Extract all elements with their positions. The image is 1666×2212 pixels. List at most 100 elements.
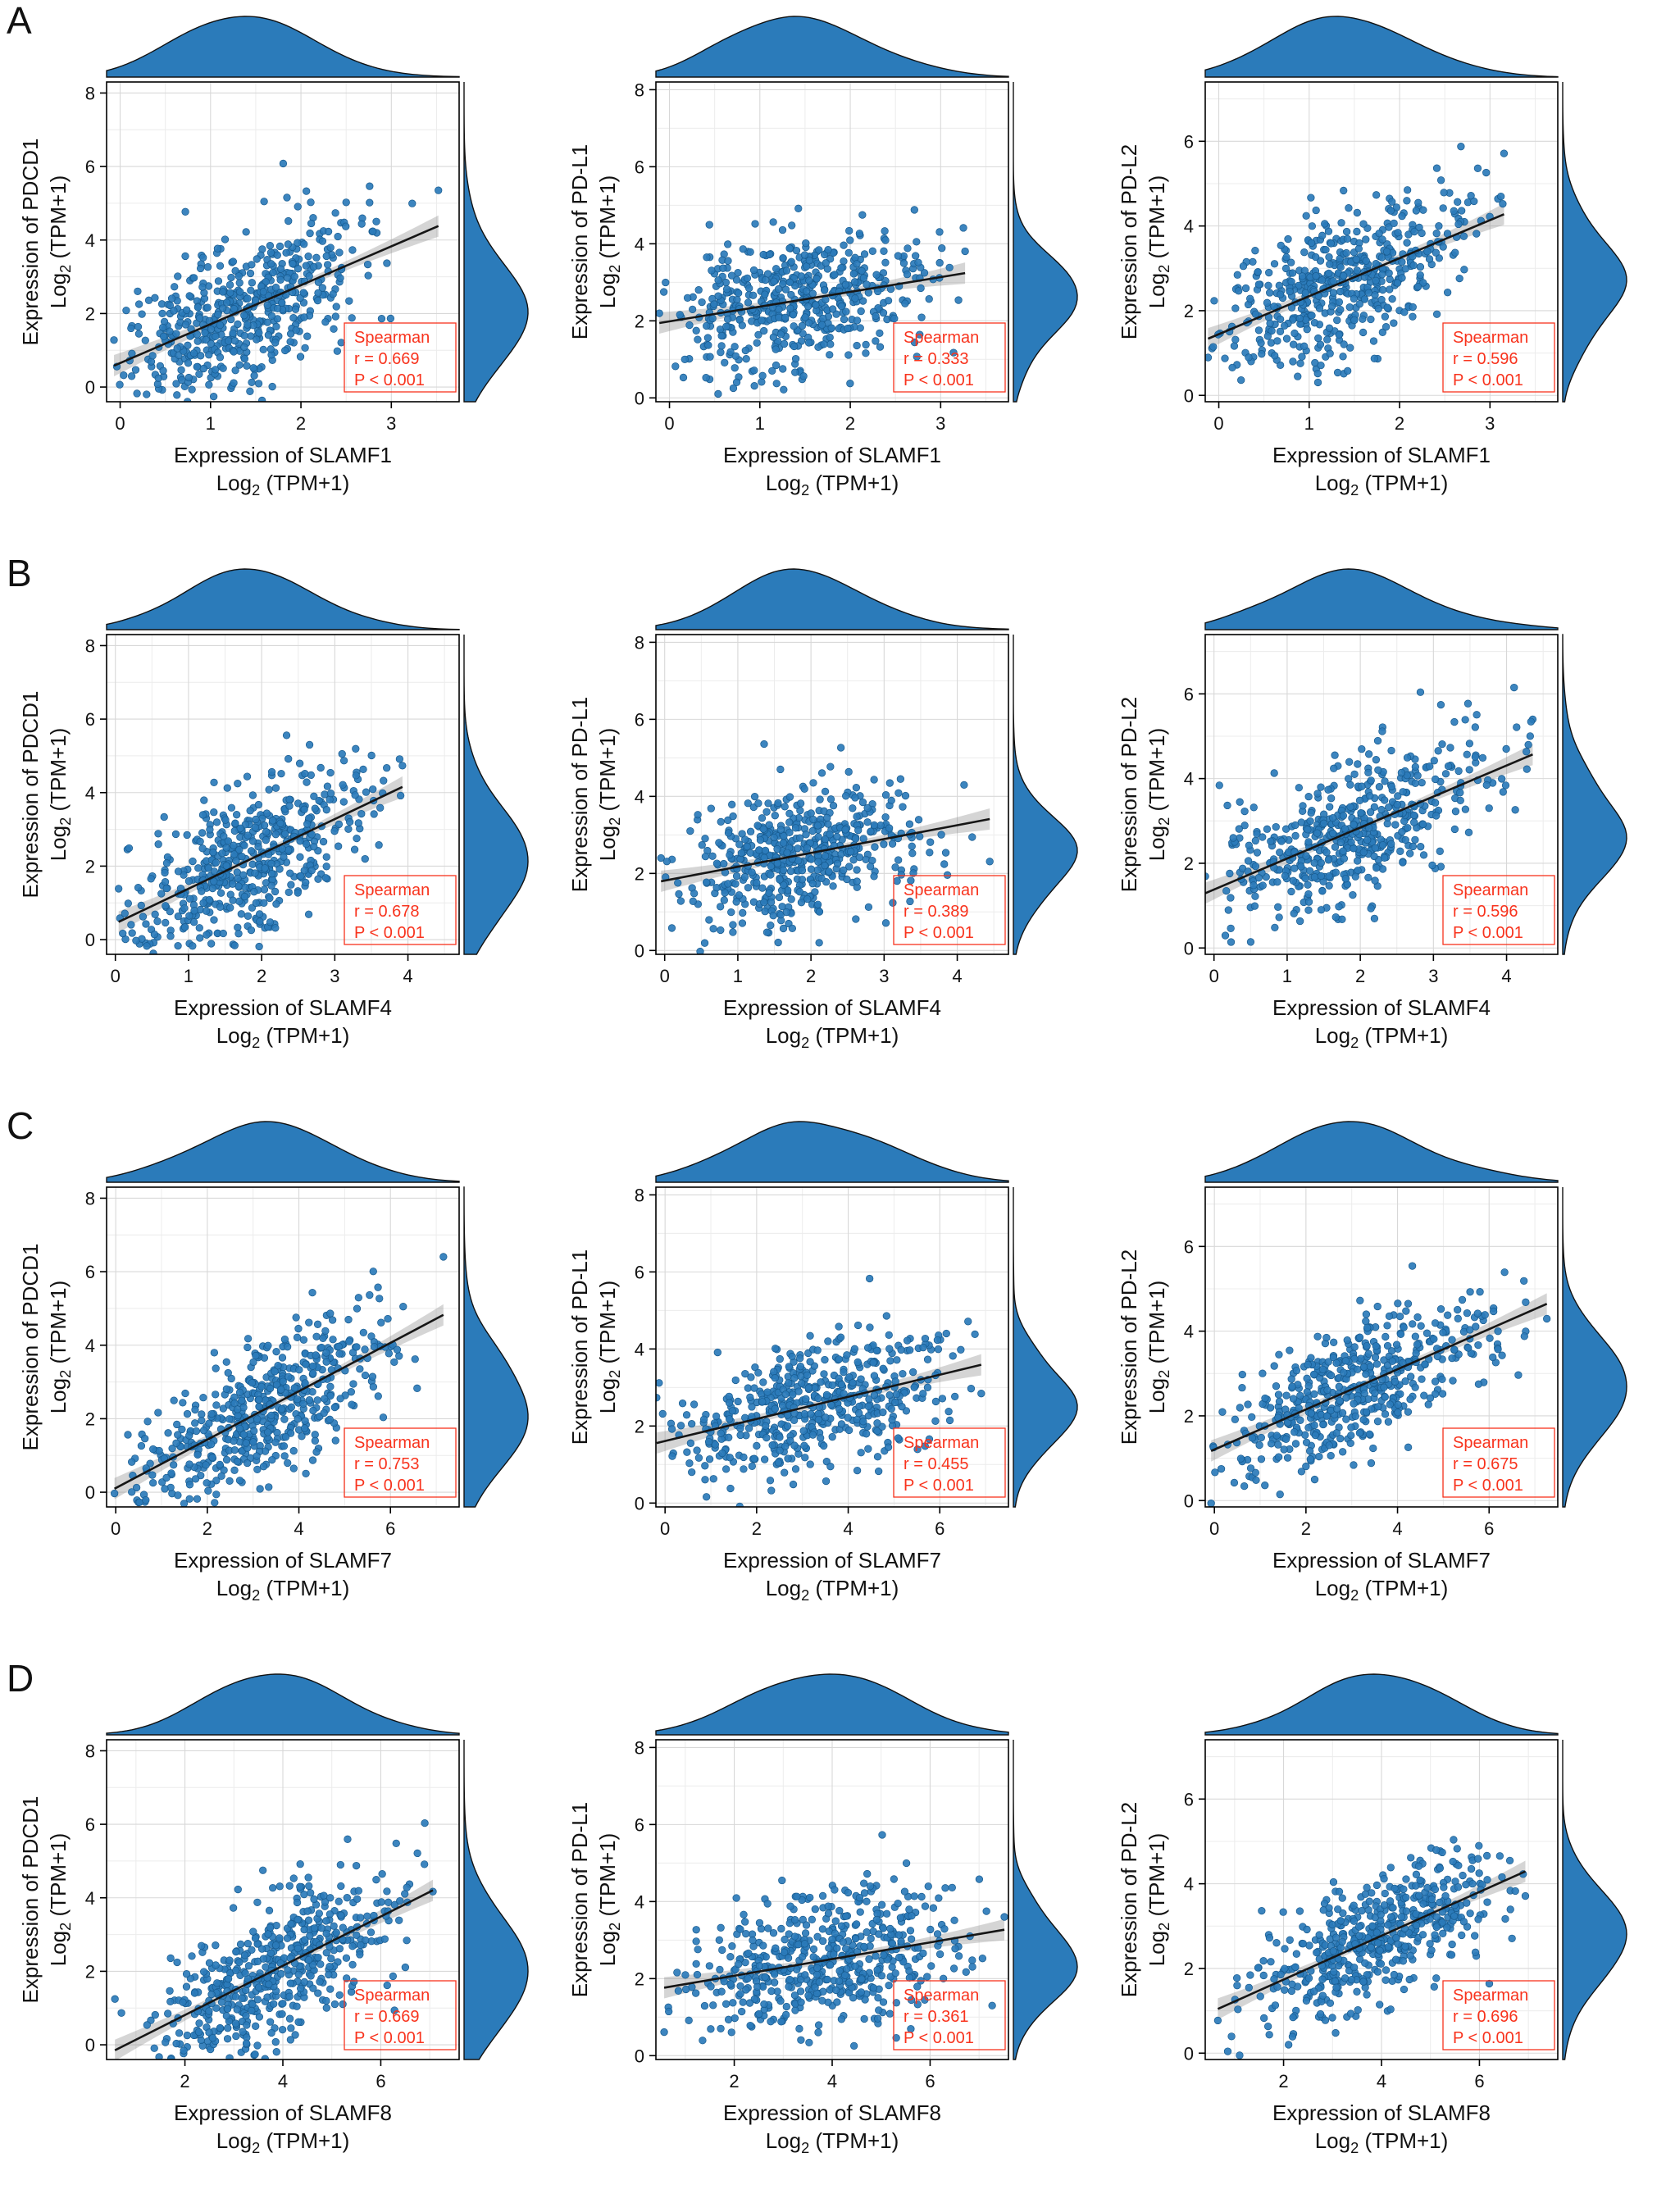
stats-p: P < 0.001: [904, 924, 974, 942]
regression-line: [1210, 1303, 1548, 1452]
y-tick-label: 0: [635, 1493, 644, 1513]
chart-pdcd1-vs-slamf1: Spearman r = 0.669 P < 0.001 0 1 2 3 0 2 4 6 8 Expre…: [10, 0, 559, 551]
y-tick-label: 4: [635, 786, 644, 807]
y-tick-label: 6: [1184, 684, 1194, 704]
scatter-points: [656, 1274, 985, 1507]
plot-border: [1204, 1186, 1559, 1508]
y-tick-label: 2: [1184, 853, 1194, 874]
y-tick-label: 4: [635, 1891, 644, 1912]
stats-method: Spearman: [904, 1434, 979, 1452]
stats-box: [893, 875, 1006, 945]
stats-box: [893, 1427, 1006, 1498]
plot-border: [106, 634, 460, 955]
right-marginal-density: [463, 1186, 529, 1508]
stats-method: Spearman: [354, 881, 430, 899]
plot-border: [1204, 81, 1559, 403]
panel-row-c: C Spearman r = 0.753 P < 0.001 0 2 4 6 0 2 4 6 8 Exp…: [0, 1105, 1666, 1658]
plot-background: [656, 1187, 1008, 1507]
y-tick-label: 4: [1184, 769, 1194, 790]
x-tick-label: 2: [1301, 1518, 1311, 1539]
x-axis-subtitle: Log2 (TPM+1): [766, 1023, 899, 1051]
stats-p: P < 0.001: [1453, 371, 1523, 389]
top-marginal-density: [655, 1121, 1009, 1183]
x-tick-label: 4: [952, 966, 962, 986]
y-tick-label: 8: [85, 1188, 95, 1208]
right-marginal-density: [1013, 1740, 1078, 2060]
chart-pdl1-vs-slamf4: Spearman r = 0.389 P < 0.001 0 1 2 3 4 0 2 4 6 8 Expr…: [559, 553, 1108, 1104]
chart-pdl2-vs-slamf1: Spearman r = 0.596 P < 0.001 0 1 2 3 0 2 4 6 Expres…: [1108, 0, 1658, 551]
x-tick-label: 1: [184, 966, 193, 986]
y-tick-label: 6: [635, 157, 644, 177]
plot-border: [655, 1186, 1009, 1508]
scatter-plot-svg: Spearman r = 0.455 P < 0.001 0 2 4 6 0 2 4 6 8 Expre…: [567, 1121, 1078, 1604]
y-tick-label: 8: [85, 1741, 95, 1761]
chart-pdl1-vs-slamf1: Spearman r = 0.333 P < 0.001 0 1 2 3 0 2 4 6 8 Expre…: [559, 0, 1108, 551]
y-tick-label: 6: [85, 1262, 95, 1282]
stats-method: Spearman: [904, 881, 979, 899]
right-marginal-density: [1013, 82, 1078, 403]
x-tick-label: 6: [1484, 1518, 1494, 1539]
y-tick-label: 0: [1184, 2043, 1194, 2064]
scatter-points: [115, 731, 407, 954]
plot-border: [655, 81, 1009, 403]
panel-label-b: B: [7, 552, 32, 594]
panel-label-d: D: [7, 1657, 34, 1700]
y-axis-title: Expression of PDCD1: [18, 139, 43, 346]
stats-r: r = 0.696: [1453, 2008, 1518, 2026]
panel-row-d: D Spearman r = 0.669 P < 0.001 2 4 6 0 2 4 6 8 Expr…: [0, 1658, 1666, 2210]
stats-box: [344, 322, 457, 393]
x-axis-title: Expression of SLAMF1: [174, 443, 392, 467]
stats-p: P < 0.001: [904, 371, 974, 389]
y-tick-label: 2: [85, 1409, 95, 1429]
x-axis-title: Expression of SLAMF8: [723, 2100, 941, 2125]
right-marginal-density: [463, 82, 529, 403]
x-axis-title: Expression of SLAMF7: [1272, 1548, 1491, 1573]
scatter-plot-svg: Spearman r = 0.669 P < 0.001 0 1 2 3 0 2 4 6 8 Expre…: [18, 16, 529, 498]
x-tick-label: 2: [180, 2071, 189, 2091]
chart-pdl2-vs-slamf4: Spearman r = 0.596 P < 0.001 0 1 2 3 4 0 2 4 6 Expre…: [1108, 553, 1658, 1104]
x-axis-subtitle: Log2 (TPM+1): [766, 2128, 899, 2156]
regression-line: [656, 1363, 982, 1445]
x-tick-label: 1: [755, 413, 765, 434]
top-marginal-density: [1204, 16, 1559, 78]
y-axis-title: Expression of PD-L2: [1117, 1802, 1141, 1997]
stats-r: r = 0.596: [1453, 903, 1518, 921]
y-tick-label: 6: [85, 1814, 95, 1835]
x-tick-label: 0: [1213, 413, 1223, 434]
stats-p: P < 0.001: [1453, 924, 1523, 942]
y-tick-label: 6: [635, 709, 644, 730]
y-axis-subtitle: Log2 (TPM+1): [46, 728, 74, 862]
chart-pdcd1-vs-slamf4: Spearman r = 0.678 P < 0.001 0 1 2 3 4 0 2 4 6 8 Expr…: [10, 553, 559, 1104]
stats-p: P < 0.001: [354, 2029, 425, 2047]
stats-r: r = 0.675: [1453, 1455, 1518, 1473]
x-axis-subtitle: Log2 (TPM+1): [216, 1576, 350, 1604]
chart-pdcd1-vs-slamf7: Spearman r = 0.753 P < 0.001 0 2 4 6 0 2 4 6 8 Expre…: [10, 1105, 559, 1656]
stats-p: P < 0.001: [1453, 2029, 1523, 2047]
x-tick-label: 1: [733, 966, 743, 986]
x-tick-label: 6: [385, 1518, 395, 1539]
x-tick-label: 2: [1395, 413, 1404, 434]
chart-pdcd1-vs-slamf8: Spearman r = 0.669 P < 0.001 2 4 6 0 2 4 6 8 Expres…: [10, 1658, 559, 2209]
x-tick-label: 4: [843, 1518, 853, 1539]
stats-p: P < 0.001: [354, 1477, 425, 1495]
y-tick-label: 8: [635, 80, 644, 100]
stats-box: [1442, 1980, 1555, 2050]
right-marginal-density: [1562, 634, 1627, 955]
x-tick-label: 4: [294, 1518, 303, 1539]
x-axis-subtitle: Log2 (TPM+1): [1315, 1023, 1449, 1051]
top-marginal-density: [1204, 568, 1559, 630]
stats-r: r = 0.669: [354, 2008, 420, 2026]
x-tick-label: 6: [925, 2071, 935, 2091]
stats-method: Spearman: [354, 1987, 430, 2005]
stats-r: r = 0.596: [1453, 350, 1518, 368]
stats-box: [1442, 875, 1555, 945]
y-tick-label: 2: [85, 303, 95, 324]
x-tick-label: 2: [1355, 966, 1365, 986]
x-tick-label: 1: [1282, 966, 1292, 986]
top-marginal-density: [106, 16, 460, 78]
x-tick-label: 2: [752, 1518, 762, 1539]
panel-row-a: A Spearman r = 0.669 P < 0.001 0 1 2 3 0 2 4 6 8 Exp…: [0, 0, 1666, 553]
y-axis-subtitle: Log2 (TPM+1): [46, 175, 74, 309]
y-tick-label: 6: [635, 1814, 644, 1835]
y-axis-subtitle: Log2 (TPM+1): [46, 1833, 74, 1967]
